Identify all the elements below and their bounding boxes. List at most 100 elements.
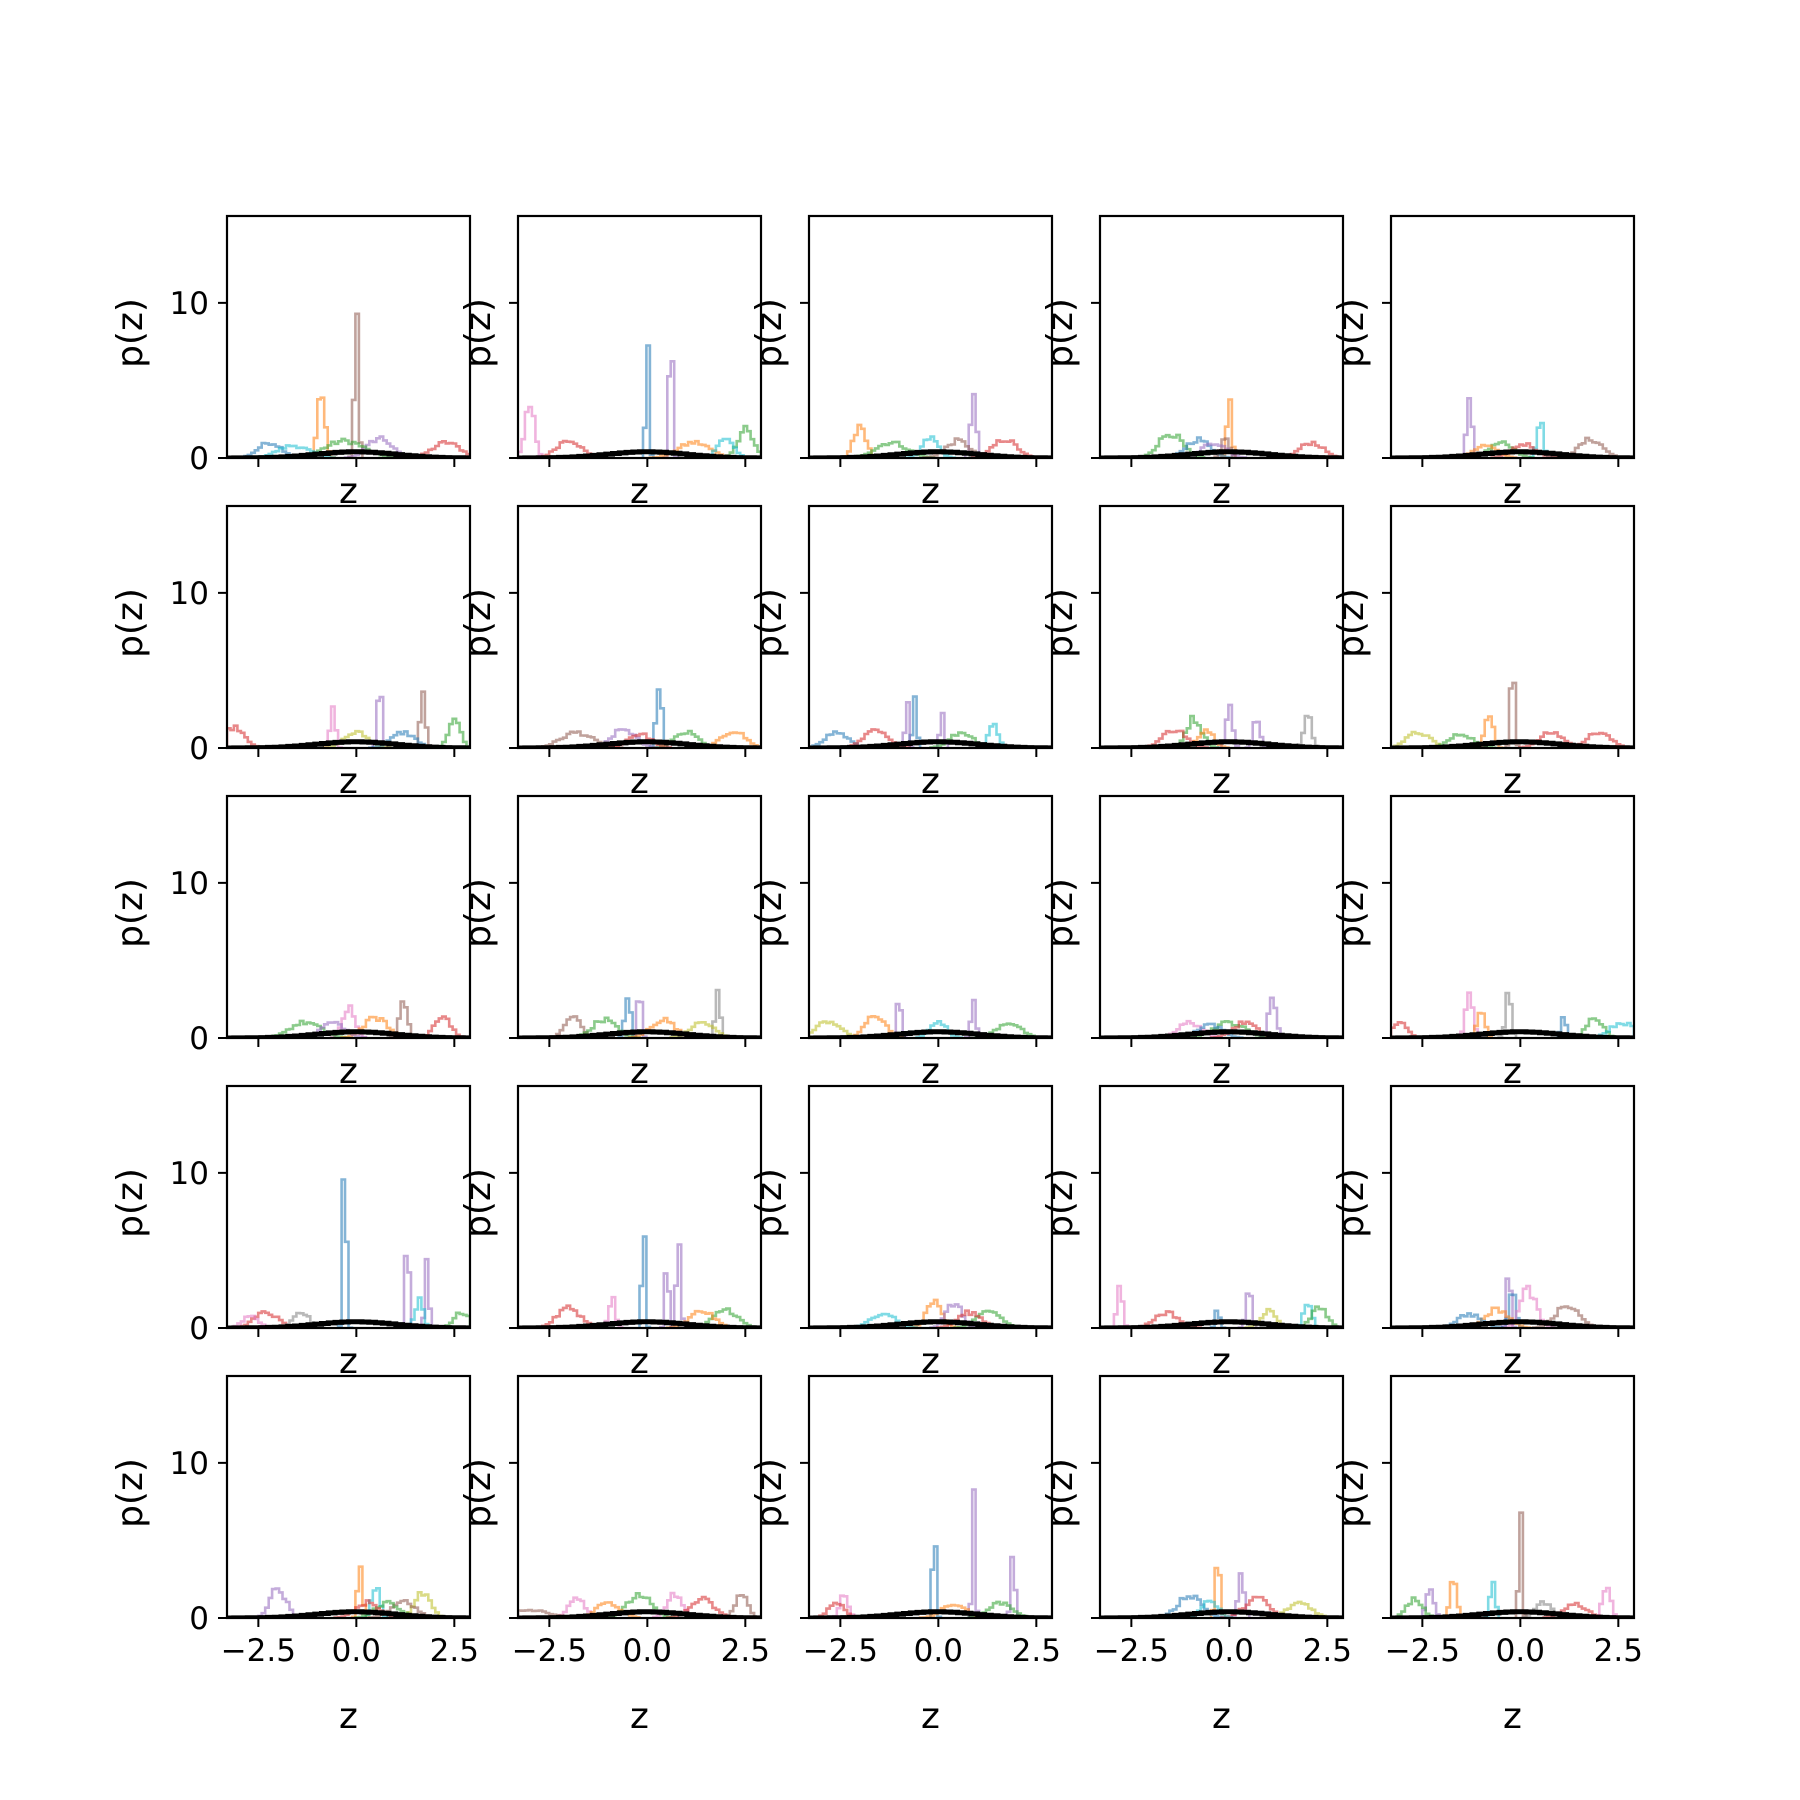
axes-frame	[225, 214, 472, 460]
x-axis-label: z	[1503, 761, 1522, 802]
y-tick-label: 10	[170, 1156, 209, 1192]
y-axis-label: p(z)	[1040, 588, 1081, 658]
subplot-r1-c3: z p(z)	[1040, 504, 1345, 802]
axes-frame	[1098, 214, 1345, 460]
subplot-r0-c0: z 0 10 p(z)	[110, 214, 472, 512]
x-tick-label: −2.5	[512, 1633, 587, 1669]
subplot-r3-c3: z p(z)	[1040, 1084, 1345, 1382]
axes-frame	[1098, 1374, 1345, 1620]
axes-frame	[1098, 794, 1345, 1040]
axes-frame	[225, 794, 472, 1040]
y-axis-label: p(z)	[1331, 588, 1372, 658]
x-tick-label: −2.5	[1094, 1633, 1169, 1669]
y-tick-label: 10	[170, 286, 209, 322]
axes-frame	[225, 1374, 472, 1620]
subplot-r1-c0: z 0 10 p(z)	[110, 504, 472, 802]
x-tick-label: 0.0	[914, 1633, 963, 1669]
subplot-r1-c1: z p(z)	[458, 504, 763, 802]
subplot-r3-c4: z p(z)	[1331, 1084, 1636, 1382]
y-axis-label: p(z)	[749, 1168, 790, 1238]
x-axis-label: z	[1503, 471, 1522, 512]
x-axis-label: z	[921, 1341, 940, 1382]
y-tick-label: 10	[170, 576, 209, 612]
y-axis-label: p(z)	[458, 588, 499, 658]
x-axis-label: z	[630, 1341, 649, 1382]
axes-frame	[516, 504, 763, 750]
subplot-r4-c4: −2.5 0.0 2.5 z p(z)	[1331, 1374, 1643, 1737]
x-tick-label: 0.0	[1496, 1633, 1545, 1669]
y-axis-label: p(z)	[1040, 878, 1081, 948]
y-axis-label: p(z)	[458, 1458, 499, 1528]
x-axis-label: z	[630, 761, 649, 802]
x-axis-label: z	[921, 761, 940, 802]
histogram-series-1	[929, 1545, 943, 1618]
subplot-r2-c4: z p(z)	[1331, 794, 1636, 1092]
axes-frame	[516, 1084, 763, 1330]
x-tick-label: 2.5	[1012, 1633, 1061, 1669]
x-tick-label: 0.0	[1205, 1633, 1254, 1669]
subplot-r2-c2: z p(z)	[749, 794, 1054, 1092]
x-tick-label: 0.0	[623, 1633, 672, 1669]
subplot-r2-c0: z 0 10 p(z)	[110, 794, 472, 1092]
y-tick-label: 0	[189, 1311, 209, 1347]
y-axis-label: p(z)	[110, 298, 151, 368]
x-axis-label: z	[630, 471, 649, 512]
x-axis-label: z	[630, 1051, 649, 1092]
x-axis-label: z	[339, 761, 358, 802]
axes-frame	[516, 214, 763, 460]
y-axis-label: p(z)	[749, 588, 790, 658]
subplot-r0-c4: z p(z)	[1331, 214, 1636, 512]
y-axis-label: p(z)	[1040, 1168, 1081, 1238]
y-axis-label: p(z)	[1331, 298, 1372, 368]
axes-frame	[1098, 1084, 1345, 1330]
subplot-r2-c3: z p(z)	[1040, 794, 1345, 1092]
subplot-plot-area	[809, 392, 1052, 458]
axes-frame	[1389, 1084, 1636, 1330]
x-axis-label: z	[1212, 471, 1231, 512]
axes-frame	[516, 794, 763, 1040]
axes-frame	[1389, 504, 1636, 750]
x-tick-label: 2.5	[721, 1633, 770, 1669]
subplot-r1-c4: z p(z)	[1331, 504, 1636, 802]
subplot-r4-c0: −2.5 0.0 2.5 z 0 10 p(z)	[110, 1374, 479, 1737]
subplot-r4-c3: −2.5 0.0 2.5 z p(z)	[1040, 1374, 1352, 1737]
x-axis-label: z	[339, 1051, 358, 1092]
x-axis-label: z	[630, 1696, 649, 1737]
y-tick-label: 10	[170, 1446, 209, 1482]
y-axis-label: p(z)	[110, 878, 151, 948]
x-axis-label: z	[1503, 1696, 1522, 1737]
y-axis-label: p(z)	[110, 1168, 151, 1238]
subplot-grid: z 0 10 p(z) z p(z) z p(z) z p(z) z p(z) z 0 10 p(z) z p(z…	[110, 214, 1643, 1737]
histogram-series-0	[967, 1488, 981, 1618]
axes-frame	[807, 504, 1054, 750]
x-tick-label: 0.0	[332, 1633, 381, 1669]
x-axis-label: z	[1212, 1341, 1231, 1382]
x-axis-label: z	[921, 1051, 940, 1092]
y-axis-label: p(z)	[110, 588, 151, 658]
x-tick-label: 2.5	[430, 1633, 479, 1669]
subplot-r3-c2: z p(z)	[749, 1084, 1054, 1382]
y-tick-label: 10	[170, 866, 209, 902]
y-axis-label: p(z)	[1331, 1458, 1372, 1528]
y-axis-label: p(z)	[458, 298, 499, 368]
subplot-r3-c1: z p(z)	[458, 1084, 763, 1382]
subplot-r0-c2: z p(z)	[749, 214, 1054, 512]
subplot-r2-c1: z p(z)	[458, 794, 763, 1092]
y-axis-label: p(z)	[749, 1458, 790, 1528]
axes-frame	[516, 1374, 763, 1620]
axes-frame	[807, 1374, 1054, 1620]
y-tick-label: 0	[189, 441, 209, 477]
axes-frame	[1098, 504, 1345, 750]
y-axis-label: p(z)	[458, 878, 499, 948]
x-axis-label: z	[339, 471, 358, 512]
y-axis-label: p(z)	[458, 1168, 499, 1238]
y-axis-label: p(z)	[1331, 878, 1372, 948]
axes-frame	[807, 1084, 1054, 1330]
x-tick-label: 2.5	[1303, 1633, 1352, 1669]
x-axis-label: z	[1212, 1051, 1231, 1092]
axes-frame	[807, 794, 1054, 1040]
y-axis-label: p(z)	[749, 878, 790, 948]
histogram-series-2	[420, 1257, 434, 1328]
axes-frame	[1389, 794, 1636, 1040]
